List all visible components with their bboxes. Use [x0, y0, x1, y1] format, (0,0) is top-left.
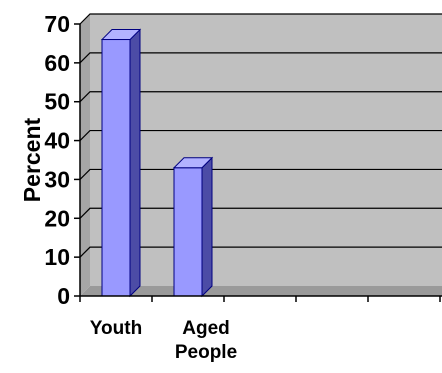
x-tick-label: People [175, 342, 237, 363]
gridline [79, 52, 442, 64]
bar-top [172, 157, 214, 169]
bar-top [100, 29, 142, 41]
gridline [79, 91, 442, 103]
gridline [79, 168, 442, 180]
gridline [79, 246, 442, 258]
y-tick-label: 40 [44, 128, 70, 154]
plot-floor [80, 286, 442, 296]
y-tick-label: 0 [57, 283, 70, 309]
x-tick-label: Youth [90, 318, 142, 339]
bar-aged-people [172, 156, 214, 298]
plot-back-wall [90, 14, 442, 286]
plot-area [79, 13, 442, 296]
gridline [79, 207, 442, 219]
y-tick-label: 60 [44, 50, 70, 76]
bar-front [101, 39, 131, 297]
axes [74, 23, 442, 302]
gridline [79, 129, 442, 141]
x-tick-label: Aged [182, 318, 230, 339]
bar-side [201, 156, 213, 298]
y-tick-label: 30 [44, 166, 70, 192]
bar-youth [100, 28, 142, 298]
y-tick-label: 10 [44, 244, 70, 270]
y-tick-label: 50 [44, 89, 70, 115]
y-tick-label: 70 [44, 11, 70, 37]
y-tick-label: 20 [44, 205, 70, 231]
bar-side [129, 28, 141, 298]
gridline [79, 13, 442, 25]
x-tick-labels: Youth Aged People [90, 318, 237, 363]
y-tick-labels: 0 10 20 30 40 50 60 70 [44, 11, 70, 309]
y-axis-label: Percent [19, 117, 45, 202]
bar-front [173, 167, 203, 297]
bars [100, 28, 214, 298]
plot-side-wall [80, 14, 90, 296]
